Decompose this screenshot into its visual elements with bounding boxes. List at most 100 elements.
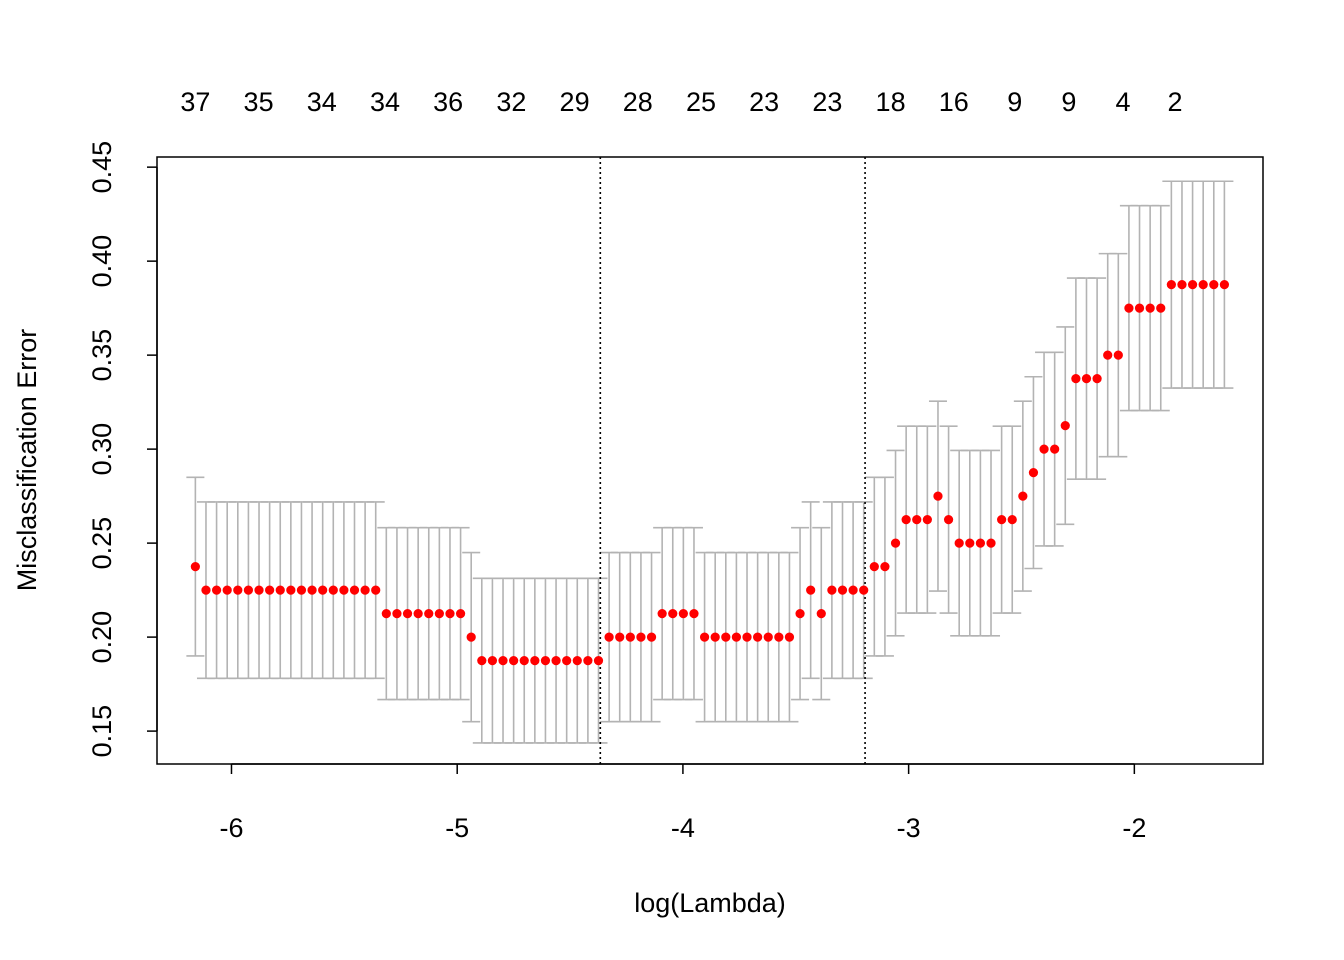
data-point — [1167, 280, 1176, 289]
data-point — [1008, 515, 1017, 524]
top-axis-label: 32 — [496, 87, 526, 117]
top-axis-label: 18 — [876, 87, 906, 117]
top-axis-label: 23 — [749, 87, 779, 117]
data-point — [636, 633, 645, 642]
data-point — [541, 656, 550, 665]
data-point — [615, 633, 624, 642]
data-point — [201, 586, 210, 595]
data-point — [965, 539, 974, 548]
x-tick-label: -5 — [445, 813, 469, 843]
top-axis-label: 9 — [1061, 87, 1076, 117]
data-point — [233, 586, 242, 595]
data-point — [689, 609, 698, 618]
top-axis-label: 37 — [180, 87, 210, 117]
data-point — [785, 633, 794, 642]
data-point — [382, 609, 391, 618]
data-point — [339, 586, 348, 595]
data-point — [795, 609, 804, 618]
data-point — [1114, 351, 1123, 360]
data-point — [880, 562, 889, 571]
data-point — [870, 562, 879, 571]
y-axis: 0.15 0.20 0.25 0.30 0.35 0.40 0.45 — [87, 141, 157, 758]
data-point — [658, 609, 667, 618]
data-point — [244, 586, 253, 595]
data-point — [498, 656, 507, 665]
data-point — [1103, 351, 1112, 360]
x-tick-label: -2 — [1122, 813, 1146, 843]
top-axis-label: 34 — [307, 87, 337, 117]
data-point — [520, 656, 529, 665]
data-point — [530, 656, 539, 665]
error-bars-layer — [186, 181, 1233, 743]
y-tick-label: 0.45 — [87, 141, 117, 194]
data-point — [1093, 374, 1102, 383]
data-point — [1061, 421, 1070, 430]
data-point — [626, 633, 635, 642]
data-point — [997, 515, 1006, 524]
data-point — [859, 586, 868, 595]
data-point — [329, 586, 338, 595]
data-point — [1050, 445, 1059, 454]
data-point — [902, 515, 911, 524]
data-point — [594, 656, 603, 665]
data-point — [223, 586, 232, 595]
data-point — [891, 539, 900, 548]
data-point — [933, 492, 942, 501]
top-axis-label: 9 — [1007, 87, 1022, 117]
data-point — [1188, 280, 1197, 289]
data-point — [955, 539, 964, 548]
data-point — [838, 586, 847, 595]
data-point — [605, 633, 614, 642]
data-point — [1039, 445, 1048, 454]
data-point — [944, 515, 953, 524]
data-point — [806, 586, 815, 595]
data-point — [1029, 468, 1038, 477]
data-point — [1156, 304, 1165, 313]
data-point — [318, 586, 327, 595]
data-points-layer — [191, 280, 1229, 665]
data-point — [509, 656, 518, 665]
data-point — [976, 539, 985, 548]
data-point — [849, 586, 858, 595]
data-point — [297, 586, 306, 595]
data-point — [435, 609, 444, 618]
data-point — [721, 633, 730, 642]
data-point — [923, 515, 932, 524]
data-point — [647, 633, 656, 642]
top-axis-label: 2 — [1167, 87, 1182, 117]
data-point — [827, 586, 836, 595]
data-point — [350, 586, 359, 595]
data-point — [414, 609, 423, 618]
data-point — [711, 633, 720, 642]
data-point — [764, 633, 773, 642]
data-point — [1209, 280, 1218, 289]
data-point — [456, 609, 465, 618]
top-axis-label: 35 — [244, 87, 274, 117]
data-point — [583, 656, 592, 665]
data-point — [361, 586, 370, 595]
y-tick-label: 0.30 — [87, 423, 117, 476]
data-point — [191, 562, 200, 571]
y-tick-label: 0.15 — [87, 705, 117, 758]
data-point — [1071, 374, 1080, 383]
data-point — [1124, 304, 1133, 313]
data-point — [392, 609, 401, 618]
x-tick-label: -3 — [897, 813, 921, 843]
data-point — [276, 586, 285, 595]
data-point — [1146, 304, 1155, 313]
y-tick-label: 0.25 — [87, 517, 117, 570]
data-point — [551, 656, 560, 665]
data-point — [467, 633, 476, 642]
data-point — [1018, 492, 1027, 501]
data-point — [212, 586, 221, 595]
data-point — [445, 609, 454, 618]
data-point — [817, 609, 826, 618]
data-point — [700, 633, 709, 642]
data-point — [286, 586, 295, 595]
data-point — [912, 515, 921, 524]
data-point — [679, 609, 688, 618]
x-tick-label: -6 — [219, 813, 243, 843]
top-axis-label: 28 — [623, 87, 653, 117]
top-axis-label: 23 — [812, 87, 842, 117]
